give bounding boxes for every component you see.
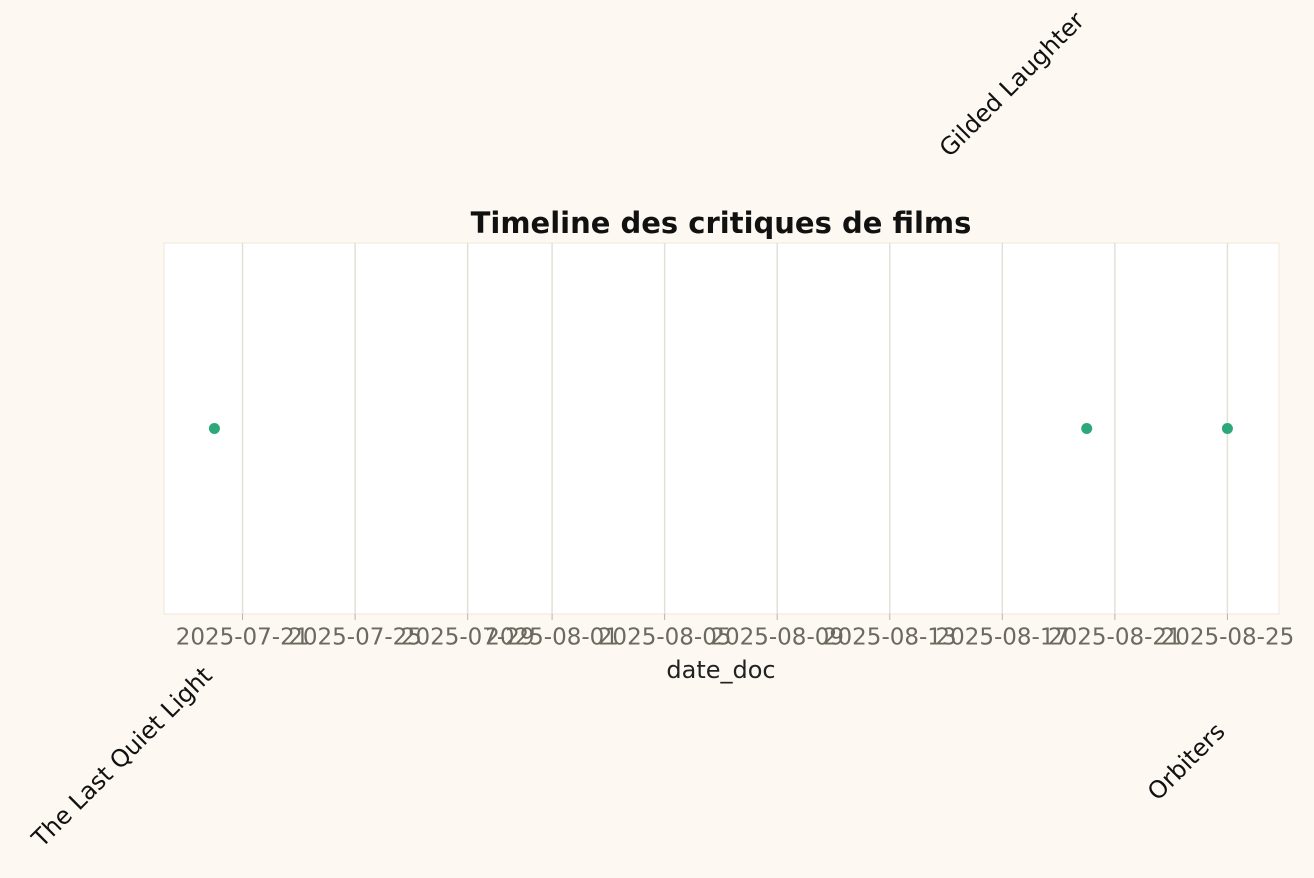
point-label: The Last Quiet Light xyxy=(26,661,218,853)
point xyxy=(1081,423,1093,434)
x-tick-label: 2025-08-21 xyxy=(1048,625,1182,651)
plot-area xyxy=(163,242,1280,615)
x-tick-label: 2025-08-09 xyxy=(710,625,844,651)
x-tick-label: 2025-07-25 xyxy=(288,625,422,651)
x-tick-label: 2025-07-29 xyxy=(401,625,535,651)
point-label: Gilded Laughter xyxy=(934,6,1090,162)
point-label: Orbiters xyxy=(1142,717,1231,806)
point xyxy=(208,423,220,434)
x-tick-label: 2025-08-01 xyxy=(485,625,619,651)
point xyxy=(1221,423,1233,434)
x-tick-label: 2025-08-25 xyxy=(1161,625,1295,651)
chart-title: Timeline des critiques de films xyxy=(471,206,972,240)
x-tick-label: 2025-07-21 xyxy=(176,625,310,651)
x-axis-label: date_doc xyxy=(666,656,775,684)
x-tick-label: 2025-08-17 xyxy=(935,625,1069,651)
x-tick-label: 2025-08-05 xyxy=(598,625,732,651)
x-tick-label: 2025-08-13 xyxy=(823,625,957,651)
